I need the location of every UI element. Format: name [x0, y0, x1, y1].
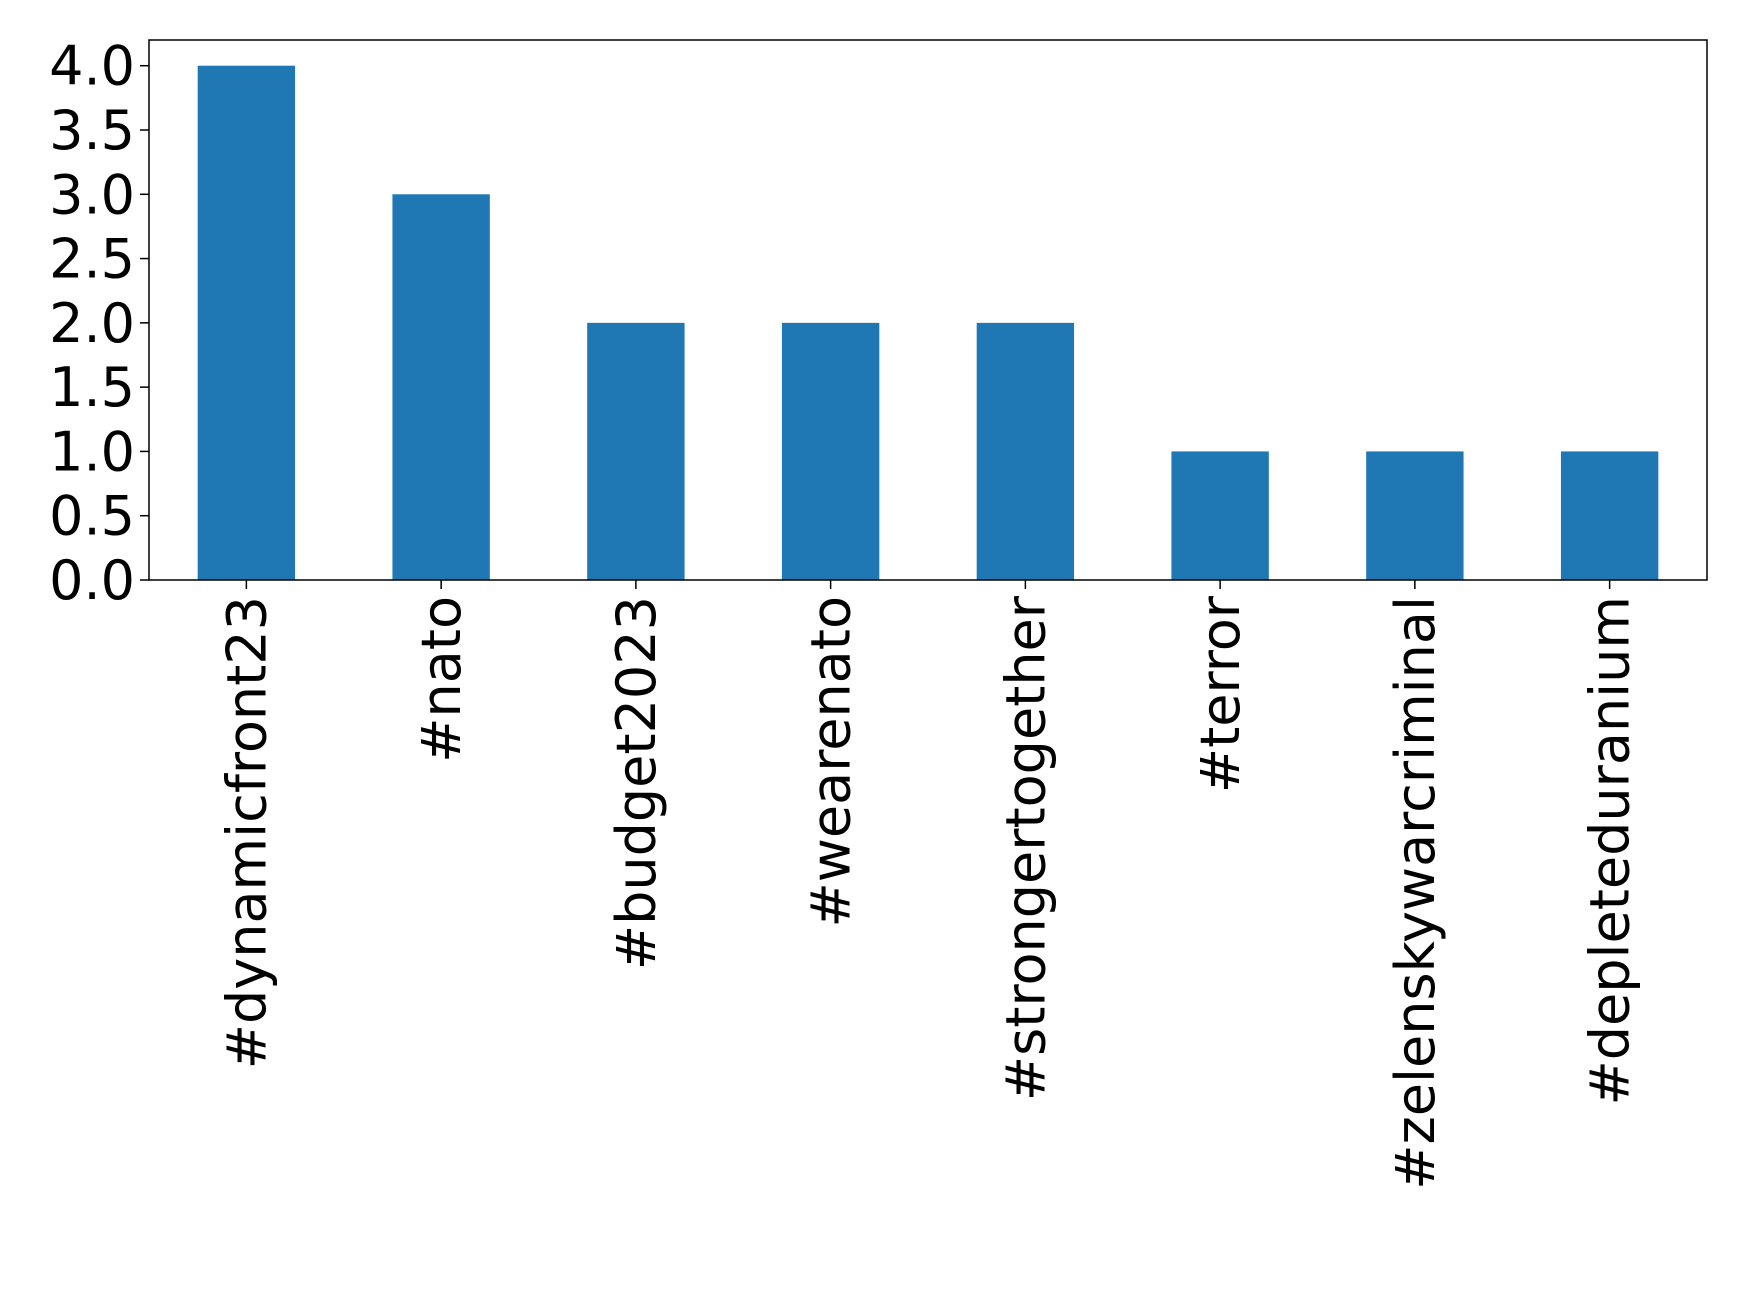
x-tick-label: #nato [410, 596, 473, 763]
bar [976, 322, 1075, 580]
x-tick-label: #zelenskywarcriminal [1384, 596, 1447, 1190]
y-tick-label: 2.0 [49, 292, 135, 355]
y-tick-label: 1.5 [49, 356, 135, 419]
y-tick-label: 0.0 [49, 549, 135, 612]
x-tick-label: #strongertogether [994, 595, 1057, 1101]
y-tick-label: 4.0 [49, 35, 135, 98]
plot-frame [148, 39, 1708, 581]
bar [1171, 451, 1269, 580]
bar [1560, 451, 1659, 580]
bar [392, 194, 490, 581]
x-tick-label: #budget2023 [605, 596, 668, 970]
x-tick-label: #terror [1189, 595, 1252, 793]
y-tick-label: 1.0 [49, 420, 135, 483]
bar [587, 322, 685, 580]
bar [1366, 451, 1464, 580]
x-tick-label: #dynamicfront23 [215, 596, 278, 1069]
x-tick-label: #depleteduranium [1579, 596, 1642, 1106]
y-tick-label: 3.5 [49, 99, 135, 162]
bar [781, 322, 880, 580]
x-tick-label: #wearenato [800, 596, 863, 928]
y-tick-label: 3.0 [49, 163, 135, 226]
y-tick-label: 0.5 [49, 485, 135, 548]
bar [197, 65, 296, 580]
y-tick-label: 2.5 [49, 228, 135, 291]
